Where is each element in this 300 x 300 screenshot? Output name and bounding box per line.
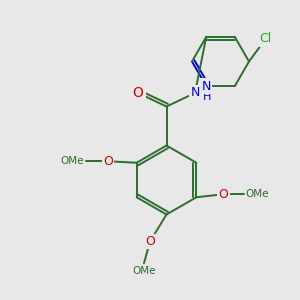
Text: O: O (145, 235, 155, 248)
Text: OMe: OMe (245, 189, 269, 199)
Text: Cl: Cl (260, 32, 272, 46)
Text: O: O (133, 86, 143, 100)
Text: OMe: OMe (61, 156, 84, 166)
Text: N: N (202, 80, 211, 93)
Text: H: H (202, 92, 211, 102)
Text: N: N (190, 86, 200, 100)
Text: O: O (218, 188, 228, 201)
Text: O: O (133, 86, 143, 100)
Text: OMe: OMe (132, 266, 156, 276)
Text: O: O (103, 155, 113, 168)
